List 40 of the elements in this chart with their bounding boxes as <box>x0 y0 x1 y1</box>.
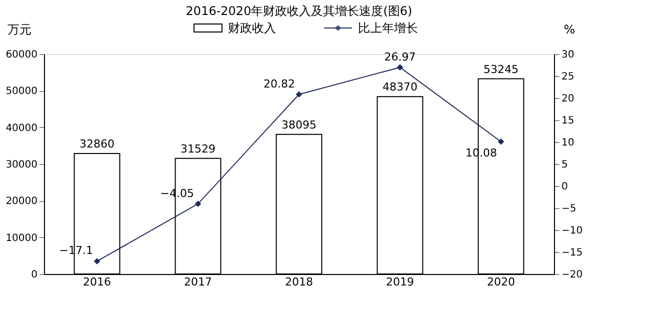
y-tick-label: 50000 <box>6 86 38 98</box>
y2-tick-label: 25 <box>562 72 574 82</box>
y2-tick-label: 5 <box>562 160 568 170</box>
y2-tick-label: −15 <box>562 248 583 258</box>
y2-tick-label: 10 <box>562 138 574 148</box>
y2-tick-label: −20 <box>562 270 583 280</box>
data-label: 38095 <box>282 118 316 132</box>
y2-tick-label: 15 <box>562 116 574 126</box>
y2-tick-label: 20 <box>562 94 574 104</box>
x-tick-label: 2017 <box>184 276 212 288</box>
x-tick-label: 2019 <box>386 276 414 288</box>
data-label: 26.97 <box>384 50 416 64</box>
data-label: 20.82 <box>264 77 295 90</box>
x-tick-label: 2020 <box>486 276 515 288</box>
point <box>396 64 404 70</box>
data-label: 53245 <box>483 62 518 76</box>
point <box>498 138 504 145</box>
data-label: 31529 <box>180 142 216 156</box>
y-tick-label: 30000 <box>6 160 38 170</box>
data-label: 32860 <box>80 138 115 151</box>
y-tick-label: 40000 <box>6 122 38 134</box>
y-tick-label: 60000 <box>6 50 38 60</box>
y-tick-label: 20000 <box>6 196 38 208</box>
y2-tick-label: 0 <box>562 182 568 192</box>
data-label: 48370 <box>382 80 418 94</box>
y2-tick-label: −5 <box>562 204 576 214</box>
x-tick-label: 2016 <box>83 276 112 288</box>
legend-label: 财政收入 <box>228 21 276 35</box>
y2-tick-label: −10 <box>562 226 583 236</box>
x-tick-label: 2018 <box>285 276 313 288</box>
legend-label: 比上年增长 <box>358 21 418 35</box>
point <box>296 91 302 98</box>
y-tick-label: 10000 <box>6 232 38 244</box>
y2-axis-title: % <box>564 22 576 36</box>
y-tick-label: 0 <box>31 270 38 280</box>
y-axis-title: 万元 <box>8 22 32 36</box>
point <box>194 200 202 207</box>
point <box>94 258 100 264</box>
chart-title: 2016-2020年财政收入及其增长速度(图6) <box>186 4 412 18</box>
y2-tick-label: 30 <box>562 50 574 60</box>
